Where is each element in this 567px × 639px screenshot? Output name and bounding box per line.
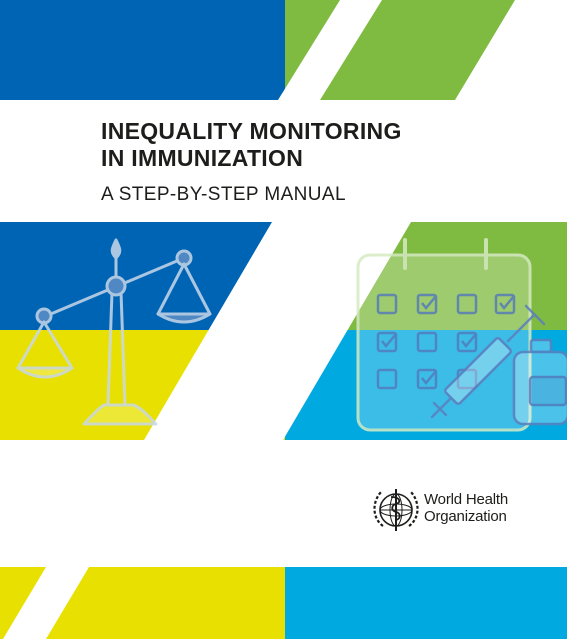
center-white-stripe xyxy=(144,222,411,440)
who-logo: World Health Organization xyxy=(374,486,508,530)
calendar-icon xyxy=(356,238,532,432)
who-wordmark: World Health Organization xyxy=(424,491,508,525)
who-name-line-2: Organization xyxy=(424,508,507,525)
who-emblem-placeholder xyxy=(374,486,418,530)
page-title: INEQUALITY MONITORING IN IMMUNIZATION xyxy=(101,118,402,172)
page-subtitle: A STEP-BY-STEP MANUAL xyxy=(101,184,346,205)
who-name-line-1: World Health xyxy=(424,491,509,508)
top-right-white-wedge xyxy=(455,0,567,100)
title-line-2: IN IMMUNIZATION xyxy=(101,145,304,171)
syringe-icon xyxy=(430,304,546,419)
top-blue-block xyxy=(0,0,285,100)
balance-scale-icon xyxy=(16,238,212,426)
bottom-cyan-block xyxy=(285,567,567,639)
top-white-stripe xyxy=(278,0,382,100)
who-emblem-icon xyxy=(373,489,419,531)
title-line-1: INEQUALITY MONITORING xyxy=(101,118,402,144)
bottom-white-stripe xyxy=(3,567,89,639)
vaccine-vial-icon xyxy=(512,338,567,426)
